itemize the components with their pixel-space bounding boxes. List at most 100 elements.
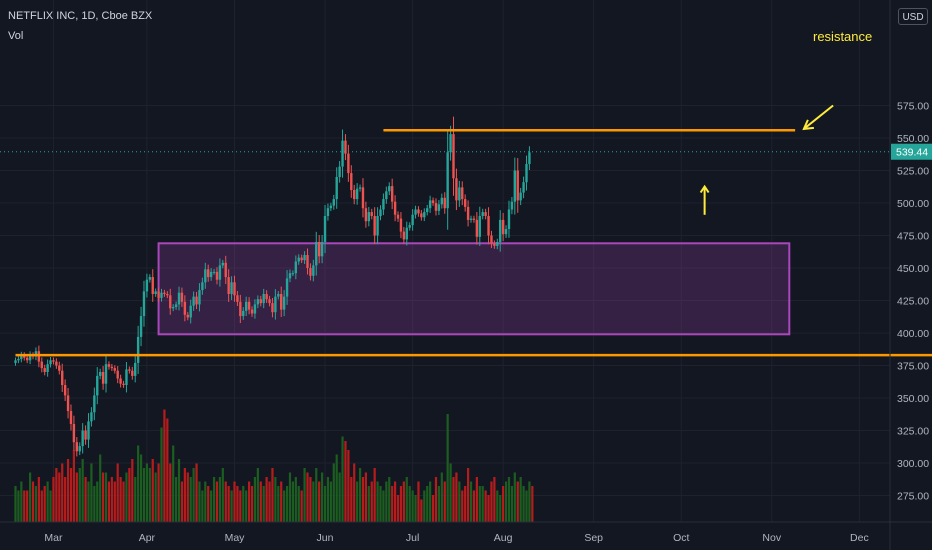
candle-body[interactable] <box>93 395 96 413</box>
candle-body[interactable] <box>259 299 262 304</box>
candle-body[interactable] <box>370 212 373 216</box>
candle-body[interactable] <box>49 360 52 365</box>
candle-body[interactable] <box>507 209 511 230</box>
candle-body[interactable] <box>40 361 43 369</box>
candle-body[interactable] <box>338 166 341 177</box>
candle-body[interactable] <box>236 295 239 302</box>
candle-body[interactable] <box>428 200 432 209</box>
candle-body[interactable] <box>148 277 152 280</box>
candle-body[interactable] <box>358 187 362 189</box>
candle-body[interactable] <box>320 242 324 257</box>
candle-body[interactable] <box>525 164 528 183</box>
candle-body[interactable] <box>309 268 312 276</box>
candle-body[interactable] <box>72 424 76 443</box>
candle-body[interactable] <box>414 209 417 215</box>
candle-body[interactable] <box>75 442 79 452</box>
candle-body[interactable] <box>431 200 435 203</box>
candle-body[interactable] <box>379 209 382 217</box>
candle-body[interactable] <box>323 216 327 242</box>
candle-body[interactable] <box>17 359 20 361</box>
candle-body[interactable] <box>329 205 333 209</box>
candle-body[interactable] <box>134 362 137 376</box>
candle-body[interactable] <box>487 216 490 236</box>
resistance-arrow[interactable] <box>803 104 834 130</box>
candle-body[interactable] <box>376 216 379 236</box>
candle-body[interactable] <box>180 292 184 302</box>
candle-body[interactable] <box>458 187 461 201</box>
candle-body[interactable] <box>163 292 166 294</box>
candle-body[interactable] <box>335 177 338 200</box>
candle-body[interactable] <box>513 170 517 202</box>
candle-body[interactable] <box>183 301 187 315</box>
candle-body[interactable] <box>353 190 356 200</box>
candle-body[interactable] <box>247 301 251 310</box>
candle-body[interactable] <box>393 201 397 215</box>
candle-body[interactable] <box>66 395 70 411</box>
candle-body[interactable] <box>452 134 455 179</box>
candle-body[interactable] <box>300 257 303 261</box>
candle-body[interactable] <box>411 214 414 226</box>
candle-body[interactable] <box>239 301 242 317</box>
candle-body[interactable] <box>81 430 84 447</box>
candle-body[interactable] <box>61 370 64 385</box>
candle-body[interactable] <box>417 209 420 214</box>
candle-body[interactable] <box>271 303 274 313</box>
candle-body[interactable] <box>136 336 140 363</box>
candle-body[interactable] <box>23 355 26 358</box>
candle-body[interactable] <box>87 421 90 440</box>
candle-body[interactable] <box>28 355 32 361</box>
candle-body[interactable] <box>361 187 365 209</box>
candle-body[interactable] <box>388 186 391 192</box>
candle-body[interactable] <box>440 197 444 205</box>
candle-body[interactable] <box>420 213 423 218</box>
candle-body[interactable] <box>443 197 446 209</box>
candle-body[interactable] <box>113 368 116 371</box>
candle-body[interactable] <box>504 229 508 235</box>
candle-body[interactable] <box>139 316 143 337</box>
candle-body[interactable] <box>373 216 376 236</box>
candle-body[interactable] <box>399 218 403 232</box>
candle-body[interactable] <box>201 282 204 291</box>
candle-body[interactable] <box>265 294 268 300</box>
candle-body[interactable] <box>256 299 260 305</box>
candle-body[interactable] <box>466 206 470 220</box>
candle-body[interactable] <box>317 242 321 257</box>
candle-body[interactable] <box>469 218 473 220</box>
candle-body[interactable] <box>282 296 286 310</box>
candle-body[interactable] <box>125 369 128 385</box>
candle-body[interactable] <box>14 360 17 363</box>
candle-body[interactable] <box>312 265 315 276</box>
candle-body[interactable] <box>405 227 408 240</box>
candle-body[interactable] <box>332 199 335 206</box>
candle-body[interactable] <box>96 375 99 396</box>
candle-body[interactable] <box>437 204 441 211</box>
candle-body[interactable] <box>274 296 277 313</box>
consolidation-zone[interactable] <box>157 242 791 336</box>
candle-body[interactable] <box>46 364 49 372</box>
candle-body[interactable] <box>242 310 245 317</box>
candle-body[interactable] <box>142 291 146 317</box>
candle-body[interactable] <box>423 212 426 218</box>
candle-body[interactable] <box>297 257 300 262</box>
currency-button[interactable]: USD <box>898 8 928 25</box>
candle-body[interactable] <box>192 296 195 306</box>
volume-indicator-label[interactable]: Vol <box>8 30 24 42</box>
candle-body[interactable] <box>84 430 87 440</box>
candle-body[interactable] <box>344 140 347 154</box>
candle-body[interactable] <box>224 262 227 278</box>
candle-body[interactable] <box>522 182 525 193</box>
candle-body[interactable] <box>154 291 157 294</box>
candle-body[interactable] <box>101 372 105 384</box>
candle-body[interactable] <box>227 277 230 294</box>
candle-body[interactable] <box>110 366 114 369</box>
candle-body[interactable] <box>230 282 233 294</box>
candle-body[interactable] <box>128 369 131 371</box>
candle-body[interactable] <box>367 212 371 222</box>
candle-body[interactable] <box>63 385 67 396</box>
candle-body[interactable] <box>390 186 394 202</box>
candle-body[interactable] <box>382 199 385 210</box>
candle-body[interactable] <box>244 301 248 311</box>
candle-body[interactable] <box>131 370 134 376</box>
candle-body[interactable] <box>472 218 476 220</box>
candle-body[interactable] <box>402 231 406 240</box>
